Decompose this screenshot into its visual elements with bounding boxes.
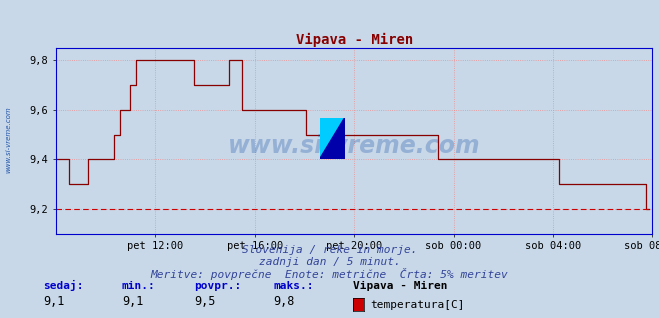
Text: 9,8: 9,8 [273,295,295,308]
Text: 9,1: 9,1 [43,295,64,308]
Text: 9,5: 9,5 [194,295,215,308]
Text: sedaj:: sedaj: [43,280,83,291]
Title: Vipava - Miren: Vipava - Miren [296,32,413,46]
Polygon shape [320,118,345,159]
Text: www.si-vreme.com: www.si-vreme.com [5,107,11,173]
Text: Meritve: povprečne  Enote: metrične  Črta: 5% meritev: Meritve: povprečne Enote: metrične Črta:… [151,268,508,280]
Text: zadnji dan / 5 minut.: zadnji dan / 5 minut. [258,257,401,267]
Polygon shape [320,118,345,159]
Text: temperatura[C]: temperatura[C] [370,300,465,310]
Text: www.si-vreme.com: www.si-vreme.com [228,134,480,158]
Text: maks.:: maks.: [273,281,314,291]
Text: 9,1: 9,1 [122,295,143,308]
Text: Vipava - Miren: Vipava - Miren [353,281,447,291]
Text: Slovenija / reke in morje.: Slovenija / reke in morje. [242,245,417,255]
Text: povpr.:: povpr.: [194,281,242,291]
Text: min.:: min.: [122,281,156,291]
